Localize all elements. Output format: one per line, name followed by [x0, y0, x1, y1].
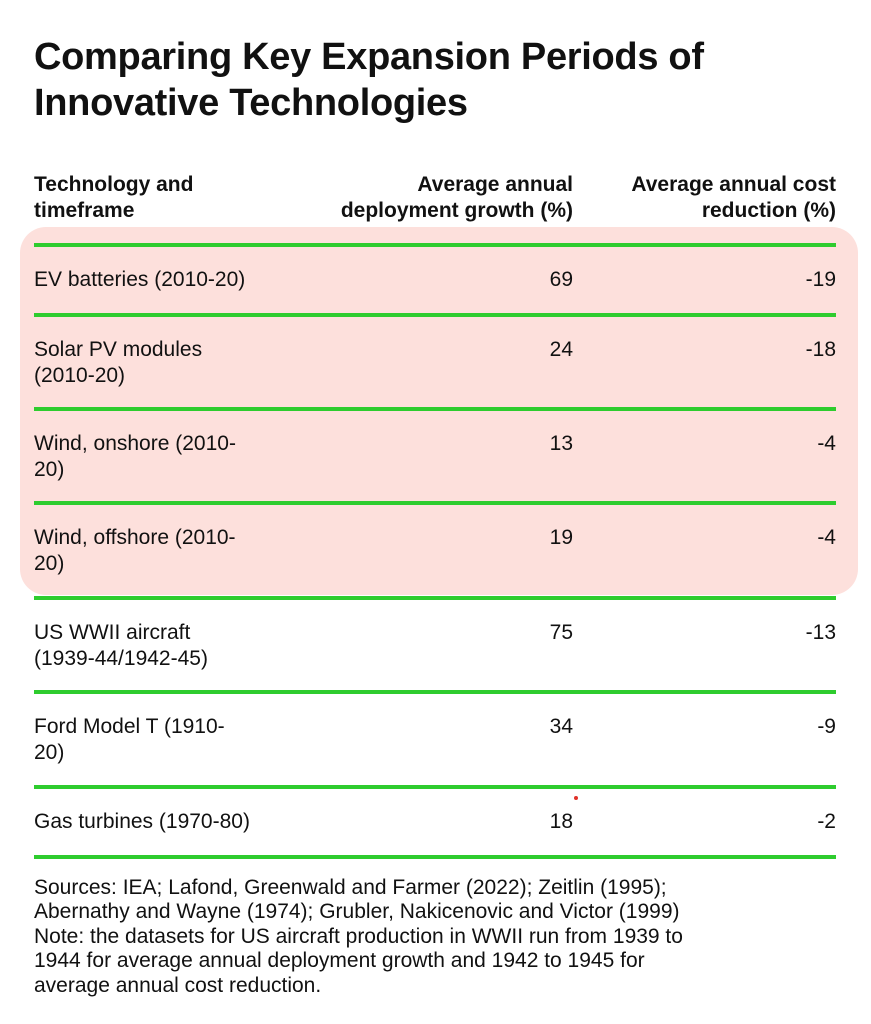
- row-divider: [34, 596, 836, 600]
- row-technology: Ford Model T (1910- 20): [34, 714, 284, 766]
- header-line: timeframe: [34, 199, 135, 222]
- clean-tech-highlight: [20, 227, 858, 595]
- footer-line: average annual cost reduction.: [34, 973, 322, 997]
- technology-line: Ford Model T (1910-: [34, 715, 225, 738]
- stray-dot-mark: [574, 796, 578, 800]
- header-line: deployment growth (%): [340, 199, 573, 222]
- row-cost-reduction: -19: [805, 268, 836, 291]
- row-deployment-growth: 69: [549, 268, 573, 291]
- header-line: Technology and: [34, 173, 194, 196]
- row-technology: Wind, onshore (2010- 20): [34, 431, 284, 483]
- technology-line: Solar PV modules: [34, 338, 203, 361]
- column-header-deployment-growth: Average annual deployment growth (%): [300, 172, 573, 224]
- technology-line: (2010-20): [34, 364, 126, 387]
- footer-line: 1944 for average annual deployment growt…: [34, 949, 645, 973]
- row-divider: [34, 690, 836, 694]
- row-cost-reduction: -2: [817, 810, 836, 833]
- footer-line: Sources: IEA; Lafond, Greenwald and Farm…: [34, 876, 667, 899]
- technology-line: EV batteries (2010-20): [34, 268, 246, 291]
- title-line: Comparing Key Expansion Periods of: [34, 36, 704, 78]
- row-cost-reduction: -18: [805, 338, 836, 361]
- row-deployment-growth: 34: [549, 715, 573, 738]
- header-line: reduction (%): [701, 199, 836, 222]
- technology-line: US WWII aircraft: [34, 621, 191, 644]
- column-header-cost-reduction: Average annual cost reduction (%): [590, 172, 836, 224]
- technology-line: (1939-44/1942-45): [34, 647, 208, 670]
- row-cost-reduction: -4: [817, 526, 836, 549]
- row-divider: [34, 407, 836, 411]
- chart-title: Comparing Key Expansion Periods of Innov…: [34, 34, 834, 126]
- title-line: Innovative Technologies: [34, 82, 468, 124]
- row-cost-reduction: -9: [817, 715, 836, 738]
- header-line: Average annual cost: [631, 173, 836, 196]
- row-cost-reduction: -4: [817, 432, 836, 455]
- technology-line: Wind, onshore (2010-: [34, 432, 236, 455]
- row-technology: Solar PV modules (2010-20): [34, 337, 284, 389]
- row-cost-reduction: -13: [805, 621, 836, 644]
- row-technology: US WWII aircraft (1939-44/1942-45): [34, 620, 284, 672]
- row-deployment-growth: 19: [549, 526, 573, 549]
- footer-line: Abernathy and Wayne (1974); Grubler, Nak…: [34, 900, 680, 924]
- row-divider: [34, 785, 836, 789]
- row-technology: Wind, offshore (2010- 20): [34, 525, 284, 577]
- technology-line: Wind, offshore (2010-: [34, 526, 236, 549]
- row-deployment-growth: 13: [549, 432, 573, 455]
- row-deployment-growth: 18: [549, 810, 573, 833]
- row-divider: [34, 501, 836, 505]
- technology-line: 20): [34, 741, 65, 764]
- technology-line: 20): [34, 458, 65, 481]
- footer-line: Note: the datasets for US aircraft produ…: [34, 924, 683, 948]
- technology-line: 20): [34, 552, 65, 575]
- row-deployment-growth: 75: [549, 621, 573, 644]
- row-divider: [34, 243, 836, 247]
- row-divider: [34, 855, 836, 859]
- header-line: Average annual: [417, 173, 573, 196]
- sources-note: Sources: IEA; Lafond, Greenwald and Farm…: [34, 876, 844, 998]
- row-technology: EV batteries (2010-20): [34, 267, 284, 293]
- column-header-technology: Technology and timeframe: [34, 172, 294, 224]
- row-technology: Gas turbines (1970-80): [34, 809, 284, 835]
- row-deployment-growth: 24: [549, 338, 573, 361]
- technology-line: Gas turbines (1970-80): [34, 810, 250, 833]
- row-divider: [34, 313, 836, 317]
